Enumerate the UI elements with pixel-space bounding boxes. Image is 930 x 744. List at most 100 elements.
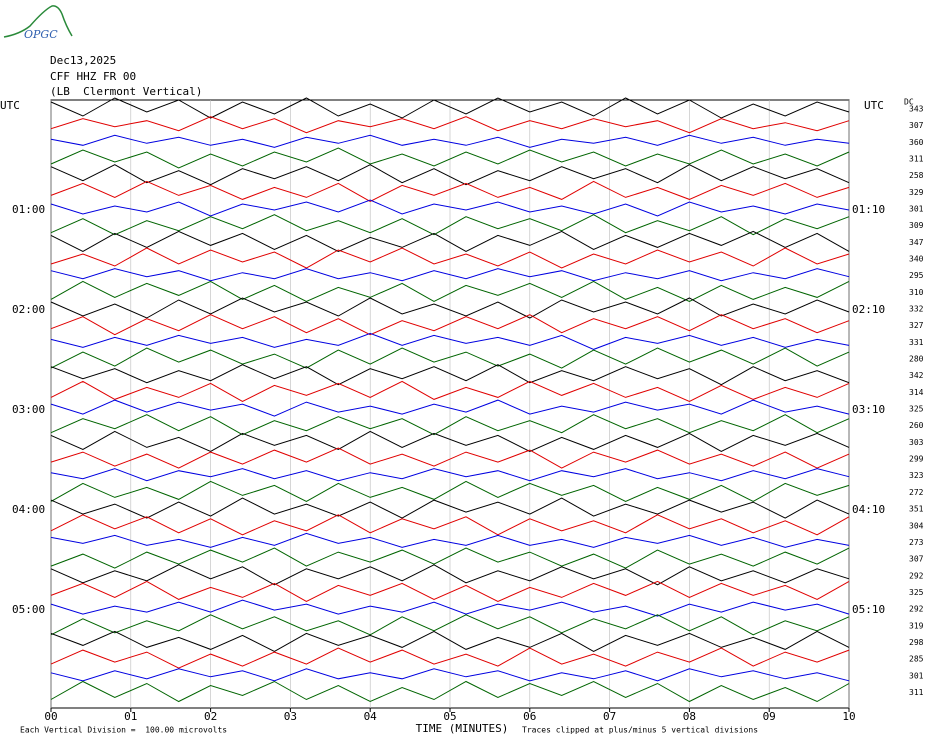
dc-value: 310	[909, 288, 924, 297]
dc-value: 314	[909, 388, 924, 397]
trace	[50, 680, 850, 703]
trace	[50, 399, 850, 417]
trace	[50, 332, 850, 350]
dc-value: 343	[909, 105, 924, 114]
dc-value: 327	[909, 321, 924, 330]
right-time-label: 03:10	[852, 403, 885, 416]
x-axis-label: TIME (MINUTES)	[416, 722, 509, 735]
dc-value: 325	[909, 405, 924, 414]
dc-value: 331	[909, 338, 924, 347]
right-time-label: 05:10	[852, 603, 885, 616]
trace	[50, 599, 850, 617]
x-tick-label: 04	[364, 710, 378, 723]
dc-value: 351	[909, 505, 924, 514]
dc-value: 258	[909, 171, 924, 180]
trace	[50, 147, 850, 169]
trace	[50, 230, 850, 252]
trace	[50, 480, 850, 502]
trace	[50, 668, 850, 682]
left-time-label: 02:00	[12, 303, 45, 316]
dc-value: 307	[909, 555, 924, 564]
x-tick-label: 09	[763, 710, 776, 723]
x-tick-label: 03	[284, 710, 297, 723]
dc-value: 360	[909, 138, 924, 147]
trace	[50, 247, 850, 269]
logo: OPGC	[24, 28, 58, 41]
dc-value: 309	[909, 221, 924, 230]
left-time-label: 01:00	[12, 203, 45, 216]
dc-value: 329	[909, 188, 924, 197]
right-time-label: 01:10	[852, 203, 885, 216]
x-tick-label: 10	[842, 710, 855, 723]
dc-value: 307	[909, 121, 924, 130]
trace	[50, 580, 850, 602]
dc-value: 299	[909, 455, 924, 464]
left-header: UTC	[0, 99, 20, 112]
trace	[50, 447, 850, 469]
location: (LB Clermont Vertical)	[50, 85, 202, 98]
dc-value: 332	[909, 305, 924, 314]
dc-value: 304	[909, 521, 924, 530]
trace	[50, 280, 850, 302]
dc-value: 260	[909, 421, 924, 430]
x-tick-label: 05	[443, 710, 456, 723]
trace	[50, 468, 850, 482]
dc-value: 347	[909, 238, 924, 247]
trace	[50, 199, 850, 217]
dc-value: 311	[909, 688, 924, 697]
right-header: UTC	[864, 99, 884, 112]
trace	[50, 564, 850, 586]
clip-note: Traces clipped at plus/minus 5 vertical …	[522, 726, 758, 735]
dc-value: 342	[909, 371, 924, 380]
trace	[50, 514, 850, 536]
trace	[50, 380, 850, 402]
dc-value: 301	[909, 205, 924, 214]
trace	[50, 164, 850, 186]
trace	[50, 414, 850, 436]
dc-value: 325	[909, 588, 924, 597]
trace	[50, 214, 850, 236]
dc-value: 292	[909, 605, 924, 614]
dc-value: 303	[909, 438, 924, 447]
trace	[50, 97, 850, 119]
right-time-label: 04:10	[852, 503, 885, 516]
scale-note: Each Vertical Division = 100.00 microvol…	[20, 726, 227, 735]
dc-value: 272	[909, 488, 924, 497]
trace	[50, 134, 850, 148]
dc-value: 301	[909, 671, 924, 680]
station: CFF HHZ FR 00	[50, 70, 136, 83]
left-time-label: 04:00	[12, 503, 45, 516]
x-tick-label: 08	[683, 710, 696, 723]
x-tick-label: 00	[44, 710, 57, 723]
x-tick-label: 01	[124, 710, 137, 723]
trace	[50, 630, 850, 652]
dc-value: 311	[909, 155, 924, 164]
x-tick-label: 02	[204, 710, 217, 723]
trace	[50, 180, 850, 202]
trace	[50, 364, 850, 386]
trace	[50, 268, 850, 282]
trace	[50, 497, 850, 519]
date: Dec13,2025	[50, 54, 116, 67]
trace	[50, 430, 850, 452]
dc-value: 273	[909, 538, 924, 547]
left-time-label: 03:00	[12, 403, 45, 416]
trace	[50, 647, 850, 669]
right-time-label: 02:10	[852, 303, 885, 316]
trace	[50, 297, 850, 319]
dc-value: 285	[909, 655, 924, 664]
dc-value: 280	[909, 355, 924, 364]
dc-header: DC	[904, 98, 914, 107]
trace	[50, 614, 850, 636]
dc-value: 295	[909, 271, 924, 280]
trace	[50, 314, 850, 336]
dc-value: 298	[909, 638, 924, 647]
trace	[50, 116, 850, 134]
trace	[50, 547, 850, 569]
logo-curve	[3, 5, 73, 38]
x-tick-label: 07	[603, 710, 616, 723]
trace	[50, 532, 850, 548]
trace	[50, 347, 850, 369]
